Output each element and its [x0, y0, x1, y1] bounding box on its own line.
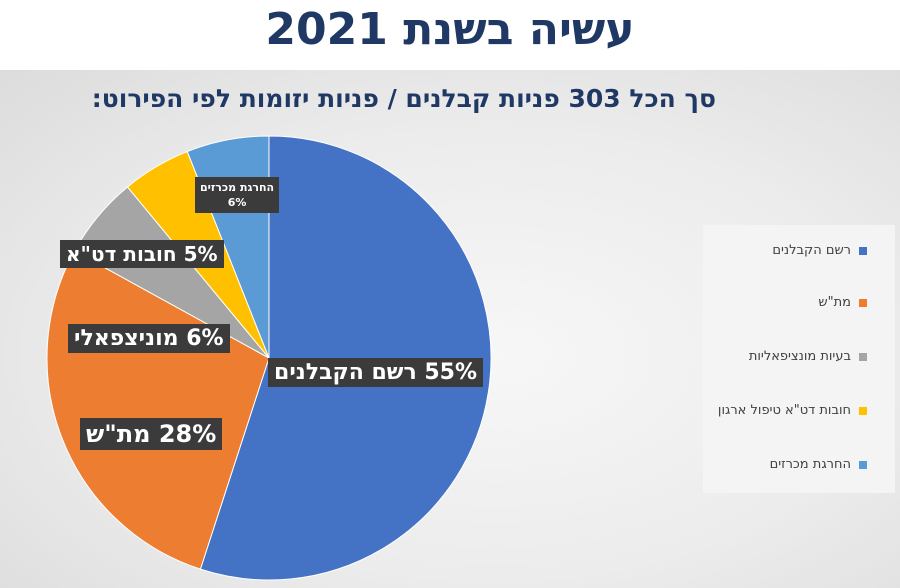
chart-legend: רשם הקבלנים מת"ש בעיות מונציפאליות חובות… — [703, 225, 895, 493]
legend-label: בעיות מונציפאליות — [748, 349, 851, 364]
legend-label: רשם הקבלנים — [772, 243, 851, 258]
legend-label: מת"ש — [818, 295, 851, 310]
slice-label-matash: 28% מת"ש — [80, 418, 223, 450]
legend-item-matash: מת"ש — [818, 295, 867, 310]
legend-swatch — [859, 406, 867, 415]
legend-swatch — [859, 298, 867, 307]
legend-item-contractors-registrar: רשם הקבלנים — [772, 243, 867, 258]
slice-label-tender-exemption: החרגת מכרזים 6% — [195, 177, 280, 213]
legend-swatch — [859, 460, 867, 469]
legend-swatch — [859, 246, 867, 255]
slice-label-tender-exemption-name: החרגת מכרזים — [200, 181, 275, 194]
legend-swatch — [859, 352, 867, 361]
page-title: עשיה בשנת 2021 — [265, 4, 635, 55]
chart-subtitle: סך הכל 303 פניות קבלנים / פניות יזומות ל… — [91, 84, 716, 113]
legend-label: חובות דט"א טיפול ארגון — [717, 403, 851, 418]
slice-label-debts: 5% חובות דט"א — [60, 240, 224, 268]
slice-label-tender-exemption-value: 6% — [227, 196, 247, 209]
legend-item-debts: חובות דט"א טיפול ארגון — [718, 403, 867, 418]
legend-item-tender-exemption: החרגת מכרזים — [770, 457, 867, 472]
legend-item-municipal: בעיות מונציפאליות — [749, 349, 867, 364]
legend-label: החרגת מכרזים — [769, 457, 851, 472]
slice-label-municipal: 6% מוניצפאלי — [68, 324, 230, 353]
pie-slice-contractors-registrar — [199, 135, 492, 581]
slice-label-contractors-registrar: 55% רשם הקבלנים — [268, 358, 484, 387]
